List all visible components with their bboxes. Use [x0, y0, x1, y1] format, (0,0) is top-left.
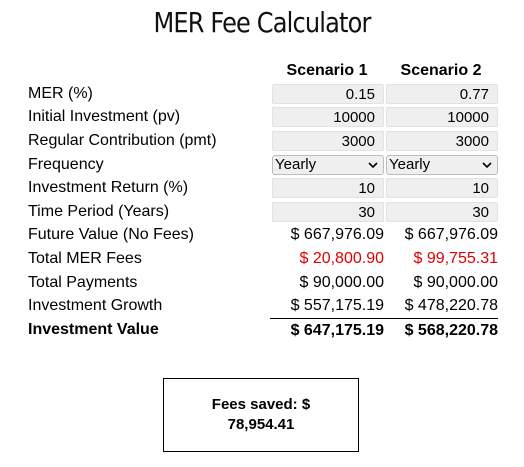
scenario2-header: Scenario 2 [400, 62, 482, 79]
period-input-scenario2[interactable]: 30 [386, 201, 498, 222]
page-title: MER Fee Calculator [153, 6, 371, 39]
fees-saved-text: Fees saved: $ 78,954.41 [211, 396, 311, 433]
chevron-down-icon [368, 162, 378, 168]
chevron-down-icon [482, 162, 492, 168]
frequency-row: Frequency Yearly Yearly [28, 153, 498, 177]
total-payments-row: Total Payments $ 90,000.00 $ 90,000.00 [28, 271, 498, 295]
return-label: Investment Return (%) [28, 179, 189, 197]
pv-row: Initial Investment (pv) 10000 10000 [28, 106, 498, 130]
total-payments-scenario1: $ 90,000.00 [299, 273, 384, 291]
investment-value-label: Investment Value [28, 321, 159, 339]
growth-scenario2: $ 478,220.78 [404, 297, 498, 315]
return-row: Investment Return (%) 10 10 [28, 176, 498, 200]
pmt-row: Regular Contribution (pmt) 3000 3000 [28, 129, 498, 153]
investment-value-scenario1: $ 647,175.19 [290, 321, 384, 339]
scenario1-header: Scenario 1 [286, 62, 368, 79]
pv-input-scenario2[interactable]: 10000 [386, 107, 498, 128]
period-row: Time Period (Years) 30 30 [28, 200, 498, 224]
frequency-select-scenario2[interactable]: Yearly [386, 154, 498, 175]
total-fees-scenario2: $ 99,755.31 [413, 249, 498, 267]
fv-no-fees-scenario1: $ 667,976.09 [290, 226, 384, 244]
header-row: Scenario 1 Scenario 2 [28, 60, 498, 82]
pmt-input-scenario2[interactable]: 3000 [386, 130, 498, 151]
fees-saved-box: Fees saved: $ 78,954.41 [163, 378, 359, 452]
frequency-select-scenario1[interactable]: Yearly [272, 154, 384, 175]
frequency-label: Frequency [28, 155, 104, 173]
total-payments-label: Total Payments [28, 273, 138, 291]
frequency-select-scenario1-value: Yearly [275, 156, 317, 174]
total-fees-scenario1: $ 20,800.90 [299, 249, 384, 267]
pmt-input-scenario1[interactable]: 3000 [272, 130, 384, 151]
calculator-table: Scenario 1 Scenario 2 MER (%) 0.15 0.77 … [28, 60, 498, 343]
growth-row: Investment Growth $ 557,175.19 $ 478,220… [28, 294, 498, 318]
investment-value-scenario2: $ 568,220.78 [404, 321, 498, 339]
fv-no-fees-row: Future Value (No Fees) $ 667,976.09 $ 66… [28, 224, 498, 248]
total-payments-scenario2: $ 90,000.00 [413, 273, 498, 291]
total-fees-label: Total MER Fees [28, 249, 142, 267]
growth-scenario1: $ 557,175.19 [290, 297, 384, 315]
fv-no-fees-scenario2: $ 667,976.09 [404, 226, 498, 244]
pv-label: Initial Investment (pv) [28, 108, 181, 126]
growth-label: Investment Growth [28, 297, 163, 315]
mer-input-scenario2[interactable]: 0.77 [386, 83, 498, 104]
pmt-label: Regular Contribution (pmt) [28, 131, 217, 149]
period-input-scenario1[interactable]: 30 [272, 201, 384, 222]
fv-no-fees-label: Future Value (No Fees) [28, 226, 194, 244]
mer-input-scenario1[interactable]: 0.15 [272, 83, 384, 104]
period-label: Time Period (Years) [28, 202, 170, 220]
mer-row: MER (%) 0.15 0.77 [28, 82, 498, 106]
return-input-scenario2[interactable]: 10 [386, 178, 498, 199]
frequency-select-scenario2-value: Yearly [389, 156, 431, 174]
pv-input-scenario1[interactable]: 10000 [272, 107, 384, 128]
investment-value-row: Investment Value $ 647,175.19 $ 568,220.… [28, 317, 498, 343]
mer-label: MER (%) [28, 84, 93, 102]
return-input-scenario1[interactable]: 10 [272, 178, 384, 199]
total-fees-row: Total MER Fees $ 20,800.90 $ 99,755.31 [28, 247, 498, 271]
